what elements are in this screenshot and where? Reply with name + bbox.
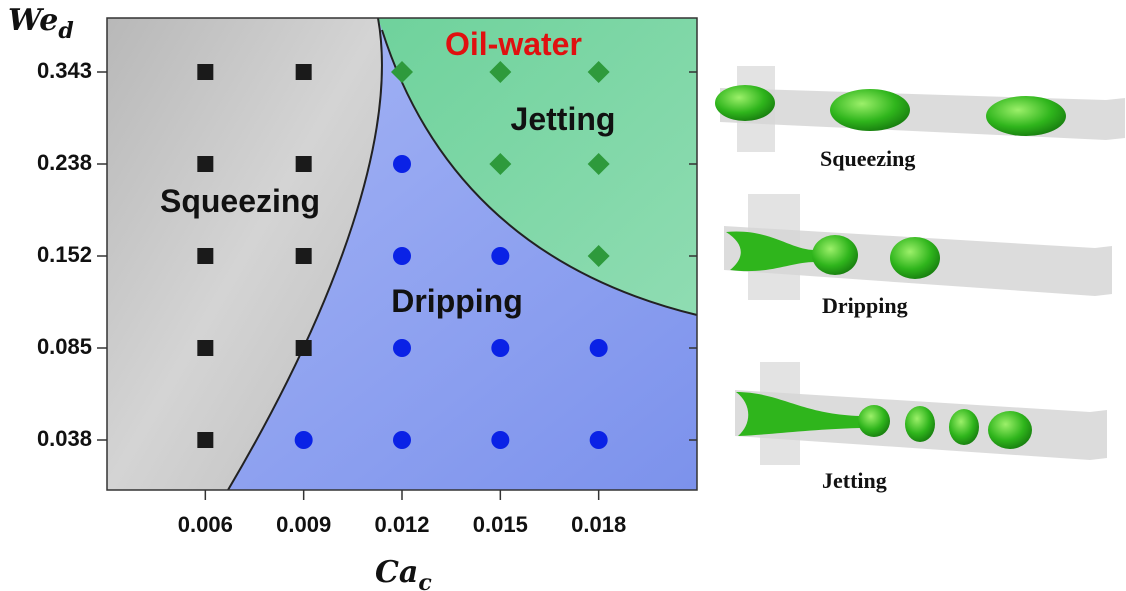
diamond-marker <box>587 61 610 83</box>
square-marker <box>295 156 312 172</box>
circle-marker <box>589 339 608 357</box>
x-tick-label: 0.018 <box>571 512 626 537</box>
diamond-marker <box>391 61 413 83</box>
circle-marker <box>491 247 510 265</box>
x-tick-label: 0.015 <box>473 512 528 537</box>
diamond-marker <box>587 245 610 267</box>
annotation: Oil-water <box>445 26 582 62</box>
square-marker <box>197 340 214 356</box>
squeezing-region <box>107 18 382 490</box>
boundary <box>381 29 698 316</box>
square-marker <box>197 248 214 264</box>
image-label: Dripping <box>822 293 908 318</box>
square-marker <box>197 432 214 448</box>
y-axis-label-main: We <box>8 3 58 38</box>
square-marker <box>295 64 312 80</box>
y-axis-label-sub: d <box>58 18 73 44</box>
jetting-image: Jetting <box>735 362 1107 493</box>
x-tick-label: 0.006 <box>178 512 233 537</box>
squeezing-image: Squeezing <box>715 66 1125 171</box>
region-label: Jetting <box>511 101 616 137</box>
diamond-marker <box>489 153 512 175</box>
boundary <box>227 17 383 491</box>
x-tick-label: 0.009 <box>276 512 331 537</box>
x-axis-label-sub: c <box>418 570 432 591</box>
x-axis-label: Cac <box>375 555 432 591</box>
region-label: Dripping <box>391 283 523 319</box>
circle-marker <box>393 247 411 265</box>
image-label: Jetting <box>822 468 887 493</box>
x-axis-label-main: Ca <box>375 555 418 590</box>
circle-marker <box>491 339 510 357</box>
circle-marker <box>294 431 313 449</box>
y-tick-label: 0.085 <box>37 334 92 359</box>
circle-marker <box>393 155 411 173</box>
square-marker <box>295 340 312 356</box>
circle-marker <box>491 431 510 449</box>
y-axis-label: Wed <box>8 3 74 44</box>
marks <box>197 61 610 449</box>
square-marker <box>197 64 214 80</box>
y-tick-label: 0.038 <box>37 426 92 451</box>
circle-marker <box>393 339 411 357</box>
square-marker <box>197 156 214 172</box>
axes: 0.006 0.009 0.012 0.015 0.018 0.038 0.085 0.152… <box>37 58 697 537</box>
circle-marker <box>393 431 411 449</box>
y-tick-label: 0.152 <box>37 242 92 267</box>
y-tick-label: 0.343 <box>37 58 92 83</box>
jetting-region <box>378 18 697 315</box>
diamond-marker <box>489 61 512 83</box>
dripping-image: Dripping <box>724 194 1112 318</box>
y-tick-label: 0.238 <box>37 150 92 175</box>
simulation-images: Squeezing Dripping Jetting <box>715 66 1125 493</box>
x-tick-label: 0.012 <box>374 512 429 537</box>
circle-marker <box>589 431 608 449</box>
square-marker <box>295 248 312 264</box>
region-label: Squeezing <box>160 183 320 219</box>
image-label: Squeezing <box>820 146 915 171</box>
diamond-marker <box>587 153 610 175</box>
